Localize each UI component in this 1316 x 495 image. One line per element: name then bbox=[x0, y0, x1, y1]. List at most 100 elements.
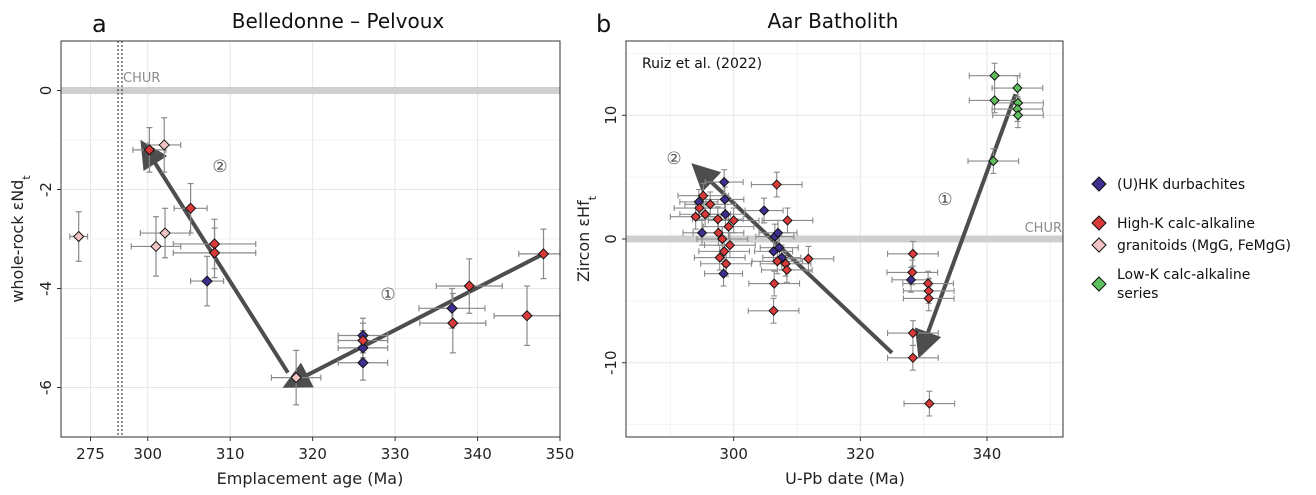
legend-marker bbox=[1091, 215, 1107, 231]
panel-a-arrow bbox=[282, 252, 545, 388]
legend-label: granitoids (MgG, FeMgG) bbox=[1117, 238, 1291, 254]
panel-b-point bbox=[1012, 82, 1023, 94]
panel-b-xlabel: U-Pb date (Ma) bbox=[785, 469, 905, 488]
panel-b-point bbox=[719, 194, 731, 205]
panel-a-point bbox=[158, 139, 170, 151]
panel-b-source-annotation: Ruiz et al. (2022) bbox=[642, 56, 762, 72]
panel-b-xtick-label: 340 bbox=[973, 445, 1002, 463]
panel-b-point bbox=[905, 274, 917, 286]
panel-a-ytick-label: 0 bbox=[37, 86, 55, 96]
panel-b-ylabel: Zircon εHft bbox=[574, 195, 599, 282]
panel-b-point bbox=[774, 242, 785, 253]
panel-b-point bbox=[803, 253, 814, 265]
panel-a-point bbox=[357, 342, 369, 354]
panel-a-point bbox=[150, 240, 162, 253]
panel-b-point bbox=[720, 209, 731, 220]
panel-b-step-2: ② bbox=[666, 149, 681, 169]
panel-a-point bbox=[521, 310, 533, 322]
panel-b-point bbox=[776, 252, 788, 263]
panel-a-ylabel: whole-rock εNdt bbox=[8, 175, 33, 303]
panel-b-title: Aar Batholith bbox=[768, 9, 899, 33]
panel-b-step-1: ① bbox=[937, 190, 952, 210]
panel-a-point bbox=[143, 144, 156, 156]
panel-b-point bbox=[771, 179, 782, 190]
panel-b-point bbox=[714, 252, 725, 263]
panel-b-point bbox=[728, 215, 739, 226]
panel-a-xtick-label: 340 bbox=[463, 445, 492, 463]
panel-a-letter: a bbox=[92, 10, 107, 38]
panel-a-chur-label: CHUR bbox=[123, 71, 160, 86]
panel-b-point bbox=[705, 199, 716, 210]
panel-a-xtick-label: 310 bbox=[216, 445, 245, 463]
panel-a-ytick-label: -2 bbox=[37, 182, 55, 197]
panel-b-point bbox=[713, 227, 724, 239]
panel-b-ytick-label: -10 bbox=[602, 351, 620, 376]
legend-label: Low-K calc-alkaline bbox=[1117, 267, 1250, 283]
panel-b-point bbox=[781, 264, 793, 276]
panel-b-point bbox=[690, 211, 701, 222]
panel-b-point bbox=[724, 239, 736, 251]
panel-a-points bbox=[69, 117, 561, 406]
panel-a-title: Belledonne – Pelvoux bbox=[232, 9, 445, 33]
panel-a-xtick-label: 275 bbox=[76, 445, 105, 463]
legend-marker bbox=[1091, 237, 1107, 253]
legend-label: High-K calc-alkaline bbox=[1117, 216, 1255, 232]
panel-a-point bbox=[357, 334, 369, 347]
legend: (U)HK durbachites High-K calc-alkaline g… bbox=[1091, 176, 1291, 302]
panel-a-point bbox=[201, 275, 213, 287]
panel-b-point bbox=[988, 155, 999, 167]
panel-b-point bbox=[718, 176, 730, 188]
panel-b-points bbox=[669, 62, 1044, 417]
panel-b-point bbox=[768, 305, 779, 316]
panel-b-point bbox=[907, 327, 919, 339]
panel-a-point bbox=[159, 227, 171, 239]
panel-b-point bbox=[989, 95, 1000, 106]
panel-b-point bbox=[720, 258, 732, 269]
panel-b-point bbox=[717, 233, 728, 245]
panel-a-step-2: ② bbox=[212, 157, 227, 177]
panel-b-point bbox=[924, 398, 935, 409]
panel-a-point bbox=[447, 317, 459, 329]
panel-b-point bbox=[712, 213, 724, 225]
panel-a-xtick-label: 300 bbox=[133, 445, 162, 463]
panel-b-point bbox=[923, 293, 934, 304]
panel-b-point bbox=[782, 215, 793, 226]
panel-a-xtick-label: 330 bbox=[381, 445, 410, 463]
panel-b-point bbox=[723, 221, 734, 232]
panel-b-arrows bbox=[691, 93, 1018, 359]
panel-b-point bbox=[907, 352, 919, 364]
panel-a-point bbox=[208, 247, 221, 259]
panel-b-xtick-label: 320 bbox=[846, 445, 875, 463]
panel-a-step-1: ① bbox=[380, 285, 395, 305]
panel-a-point bbox=[357, 357, 369, 369]
legend-item-high-k: High-K calc-alkaline bbox=[1091, 215, 1255, 232]
panel-a-point bbox=[184, 202, 197, 215]
panel-b-point bbox=[772, 227, 784, 239]
panel-b-point bbox=[989, 70, 1000, 81]
panel-a-ytick-label: -6 bbox=[37, 380, 55, 395]
panel-b-point bbox=[768, 278, 780, 289]
legend-item-durbachites: (U)HK durbachites bbox=[1091, 176, 1245, 193]
panel-a-point bbox=[72, 230, 85, 243]
legend-marker bbox=[1091, 176, 1107, 192]
panel-b-point bbox=[694, 202, 705, 214]
panel-b-point bbox=[718, 268, 729, 279]
panel-a-point bbox=[446, 302, 458, 315]
panel-b-ytick-label: 10 bbox=[602, 106, 620, 125]
panel-a-point bbox=[537, 248, 550, 260]
panel-b-arrow bbox=[914, 93, 1018, 359]
legend-marker bbox=[1091, 276, 1107, 292]
panel-a: a Belledonne – Pelvoux CHUR ② ① 275 300 31… bbox=[8, 9, 574, 488]
panel-b-xtick-label: 300 bbox=[719, 445, 748, 463]
legend-item-granitoids: granitoids (MgG, FeMgG) bbox=[1091, 237, 1291, 254]
legend-label: (U)HK durbachites bbox=[1117, 177, 1245, 193]
panel-a-point bbox=[290, 371, 302, 384]
panel-b-letter: b bbox=[596, 10, 611, 38]
panel-b-point bbox=[758, 205, 770, 216]
panel-b: b Aar Batholith CHUR Ruiz et al. (2022) … bbox=[574, 9, 1064, 488]
panel-a-xtick-label: 320 bbox=[298, 445, 327, 463]
panel-a-arrows bbox=[140, 139, 545, 388]
panel-b-point bbox=[907, 248, 919, 260]
panel-a-ticks: 275 300 310 320 330 340 350 0 -2 -4 -6 bbox=[37, 86, 574, 463]
